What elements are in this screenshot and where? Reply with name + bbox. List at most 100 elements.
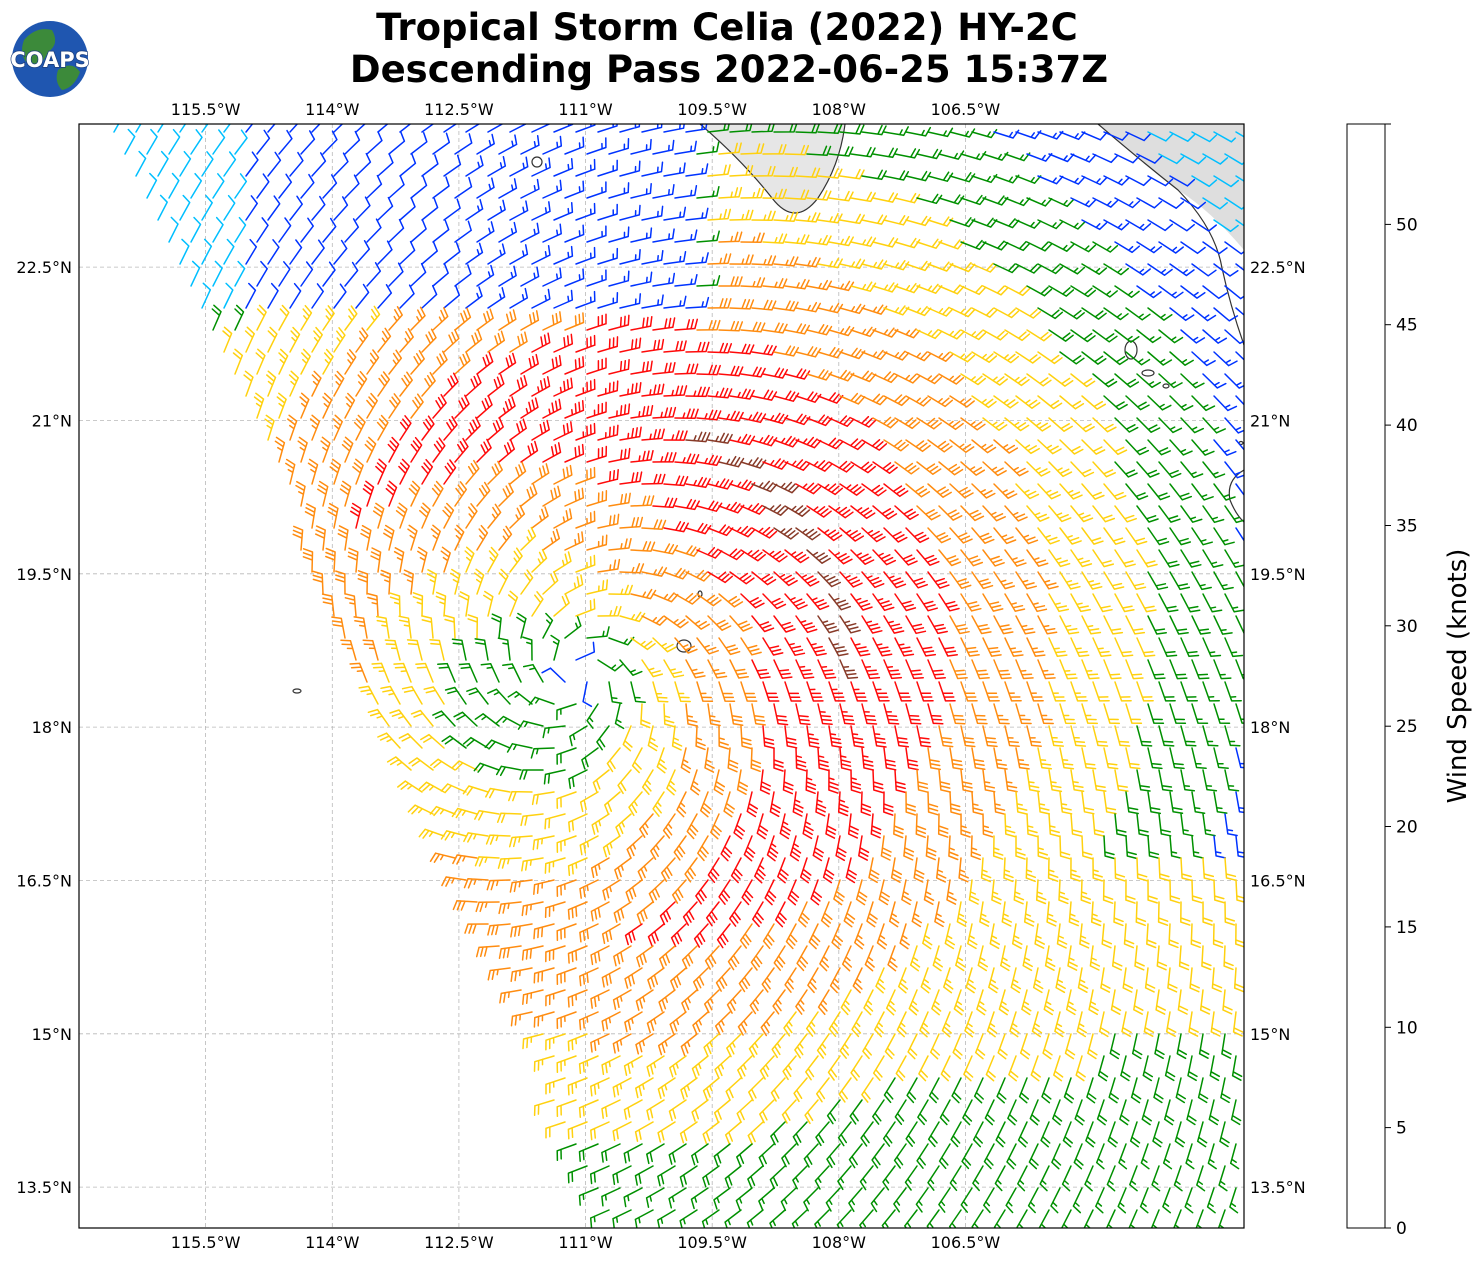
wind-barb: [267, 151, 282, 177]
wind-barb: [647, 725, 659, 752]
wind-barb: [1114, 725, 1131, 747]
wind-barb: [1092, 197, 1119, 208]
wind-barb: [980, 857, 992, 883]
wind-barb: [883, 439, 909, 452]
wind-barb: [784, 637, 806, 656]
wind-barb: [453, 711, 478, 727]
wind-barb: [927, 1121, 940, 1148]
wind-barb: [1147, 351, 1173, 366]
wind-barb: [624, 967, 643, 989]
wind-barb: [1008, 1055, 1019, 1082]
wind-barb: [960, 549, 984, 567]
wind-barb: [1224, 857, 1237, 881]
wind-barb: [850, 681, 868, 702]
wind-barb: [532, 835, 555, 851]
wind-barb: [289, 195, 303, 221]
wind-barb: [544, 901, 566, 919]
wind-barb: [837, 1165, 852, 1191]
wind-barb: [641, 294, 664, 309]
wind-barb: [533, 1099, 555, 1117]
wind-barb: [713, 1187, 731, 1210]
wind-barb: [1125, 659, 1144, 680]
wind-barb: [1081, 835, 1093, 860]
wind-barb: [429, 805, 456, 817]
wind-barb: [718, 231, 743, 243]
wind-barb: [883, 1077, 896, 1104]
wind-barb: [1037, 351, 1063, 365]
wind-barb: [1032, 967, 1044, 994]
wind-barb: [465, 286, 483, 309]
wind-barb: [1235, 879, 1244, 903]
wind-barb: [679, 1209, 698, 1228]
wind-barb: [1059, 747, 1075, 770]
wind-barb: [623, 1099, 643, 1120]
wind-barb: [498, 309, 517, 331]
wind-barb: [619, 611, 646, 623]
wind-barb: [920, 967, 931, 994]
wind-barb: [243, 370, 254, 397]
wind-barb: [1121, 1011, 1132, 1038]
wind-barb: [586, 534, 608, 551]
wind-barb: [475, 901, 500, 913]
wind-barb: [1015, 483, 1040, 500]
wind-barb: [663, 659, 685, 678]
wind-barb: [289, 326, 301, 353]
wind-barb: [612, 1209, 632, 1228]
wind-barb: [883, 215, 910, 226]
wind-barb: [839, 1033, 852, 1059]
wind-barb: [938, 505, 963, 521]
wind-barb: [1037, 307, 1064, 320]
wind-barb: [652, 791, 665, 817]
wind-barb: [608, 447, 631, 463]
island-north: [531, 156, 543, 168]
wind-barb: [630, 138, 652, 155]
wind-barb: [509, 331, 528, 353]
wind-barb: [476, 308, 494, 331]
wind-barb: [331, 616, 346, 639]
wind-barb: [435, 591, 447, 617]
wind-barb: [1026, 813, 1038, 838]
wind-barb: [1147, 175, 1174, 187]
wind-barb: [495, 715, 522, 727]
wind-barb: [652, 637, 677, 653]
wind-barb: [707, 124, 730, 133]
wind-barb: [619, 160, 641, 177]
wind-barb: [696, 409, 722, 421]
wind-barb: [1233, 967, 1244, 993]
wind-barb: [1202, 593, 1223, 613]
wind-barb: [1085, 1121, 1096, 1148]
wind-barb: [366, 592, 379, 617]
wind-barb: [676, 791, 687, 818]
wind-barb: [556, 747, 577, 765]
wind-barb: [1026, 285, 1053, 297]
wind-barb: [1056, 923, 1068, 949]
wind-barb: [553, 551, 572, 573]
wind-barb: [828, 1011, 841, 1038]
wind-barb: [234, 129, 248, 155]
wind-barb: [520, 569, 534, 595]
wind-barb: [817, 124, 843, 135]
wind-barb: [398, 615, 412, 639]
wind-barb: [938, 769, 951, 793]
wind-barb: [344, 593, 357, 617]
wind-barb: [996, 1077, 1007, 1104]
wind-barb: [850, 725, 865, 748]
wind-barb: [916, 328, 943, 340]
wind-barb: [311, 326, 323, 353]
wind-barb: [674, 545, 701, 557]
wind-barb: [491, 613, 502, 639]
wind-barb: [1040, 1121, 1051, 1148]
wind-barb: [1180, 373, 1205, 389]
wind-barb: [564, 136, 585, 155]
wind-barb: [795, 256, 821, 268]
wind-barb: [872, 769, 884, 794]
wind-barb: [619, 516, 644, 529]
wind-barb: [1054, 1011, 1065, 1038]
wind-barb: [1202, 637, 1222, 658]
wind-barb: [608, 138, 630, 155]
wind-barb: [442, 502, 455, 529]
wind-barb: [854, 923, 865, 950]
wind-barb: [750, 945, 764, 971]
wind-barb: [432, 263, 449, 287]
wind-barb: [320, 436, 331, 463]
